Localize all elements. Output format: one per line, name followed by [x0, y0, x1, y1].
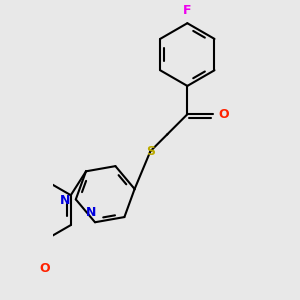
Text: S: S — [146, 145, 155, 158]
Text: F: F — [183, 4, 192, 17]
Text: O: O — [219, 108, 229, 121]
Text: N: N — [86, 206, 96, 218]
Text: N: N — [59, 194, 70, 207]
Text: O: O — [40, 262, 50, 275]
